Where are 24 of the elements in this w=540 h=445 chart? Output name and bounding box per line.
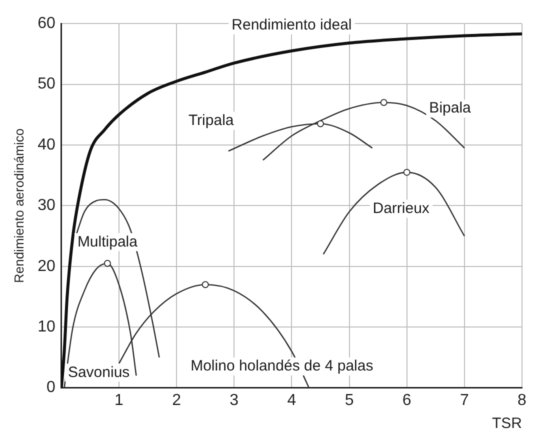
x-tick-label: 8 (518, 392, 527, 409)
y-tick-label: 60 (38, 15, 56, 32)
x-tick-label: 2 (172, 392, 182, 409)
x-tick-label: 5 (344, 392, 354, 409)
series-label: Darrieux (372, 200, 430, 217)
x-axis-title: TSR (492, 415, 522, 432)
x-tick-label: 7 (460, 392, 469, 409)
x-tick-label: 3 (230, 392, 239, 409)
x-tick-label: 6 (402, 392, 412, 409)
y-tick-label: 40 (38, 136, 56, 154)
x-tick-label: 4 (287, 392, 296, 409)
series-label: Multipala (77, 233, 138, 250)
series-label: Bipala (429, 100, 472, 117)
y-tick-label: 0 (46, 379, 56, 396)
series-label: Savonius (68, 364, 130, 381)
y-tick-label: 50 (38, 76, 56, 93)
y-axis-title: Rendimiento aerodinámico (11, 128, 26, 284)
series-label: Molino holandés de 4 palas (190, 358, 374, 375)
series-label: Rendimiento ideal (232, 16, 352, 34)
y-tick-label: 20 (38, 258, 56, 275)
y-tick-label: 30 (38, 197, 56, 214)
y-tick-label: 10 (38, 318, 56, 336)
series-label: Tripala (188, 112, 234, 129)
x-tick-label: 1 (114, 392, 124, 409)
